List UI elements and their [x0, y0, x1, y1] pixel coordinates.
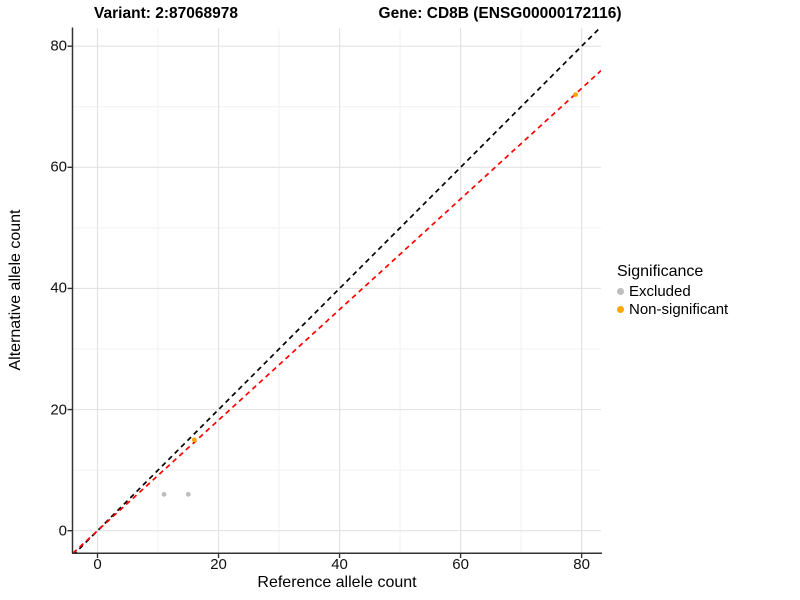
- y-tick-label: 80: [50, 37, 67, 55]
- y-tick-label: 20: [50, 401, 67, 419]
- legend-title: Significance: [617, 263, 704, 280]
- legend-item-label: Excluded: [629, 283, 691, 301]
- legend-items: Excluded Non-significant: [617, 283, 728, 318]
- y-tick-label: 60: [50, 158, 67, 176]
- legend-point-icon: [617, 305, 624, 313]
- legend-item-label: Non-significant: [629, 300, 729, 318]
- y-tick-label: 0: [58, 522, 67, 540]
- x-tick-label: 60: [452, 556, 469, 573]
- x-tick-label: 0: [93, 556, 102, 573]
- x-tick-label: 40: [331, 556, 348, 573]
- x-tick-label: 20: [210, 556, 227, 573]
- expected-ratio-line: [73, 70, 601, 553]
- legend-item-excluded: Excluded: [617, 283, 728, 301]
- variant-title: Variant: 2:87068978: [94, 5, 238, 22]
- gene-title: Gene: CD8B (ENSG00000172116): [378, 5, 622, 22]
- data-point-excluded: [185, 491, 191, 497]
- data-point-non-significant: [573, 92, 578, 98]
- y-tick-label: 40: [50, 279, 67, 297]
- y-axis-title: Alternative allele count: [7, 209, 24, 371]
- legend-point-icon: [617, 288, 624, 296]
- legend-item-non-significant: Non-significant: [617, 301, 728, 319]
- identity-line: [74, 28, 601, 553]
- data-point-non-significant: [191, 437, 197, 443]
- x-tick-label: 80: [573, 556, 590, 573]
- x-axis-title: Reference allele count: [257, 574, 417, 591]
- legend: Significance Excluded Non-significant: [617, 263, 728, 318]
- data-point-excluded: [161, 491, 167, 497]
